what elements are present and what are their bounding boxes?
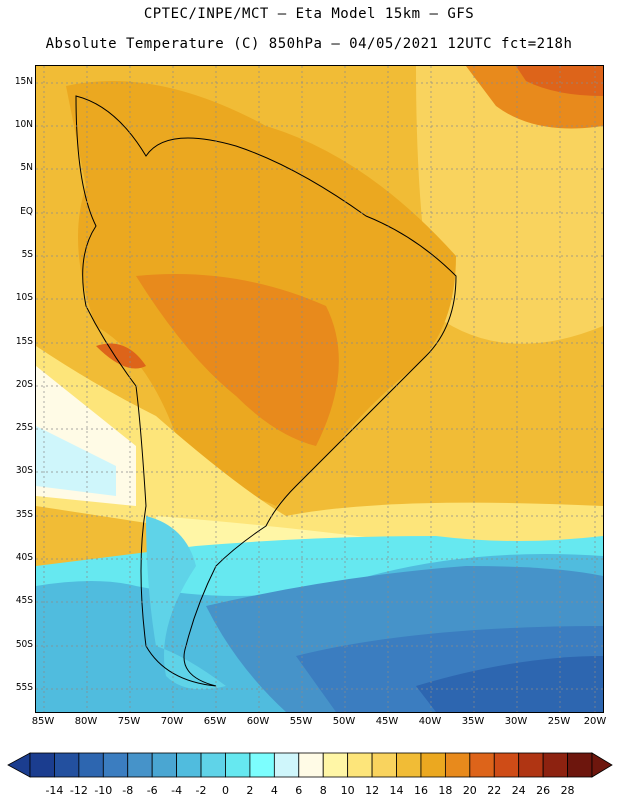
lon-label: 60W [246,716,270,727]
colorbar-label: 20 [462,784,477,797]
colorbar-cell [444,752,471,778]
lat-label: 45S [15,595,33,606]
colorbar-cell [200,752,226,778]
lat-label: 55S [15,682,33,693]
lon-label: 40W [418,716,442,727]
color-scale-bar [7,752,613,778]
colorbar-label: 10 [340,784,355,797]
colorbar-cell [102,752,129,778]
colorbar-label: 16 [413,784,428,797]
colorbar-label: 24 [511,784,526,797]
colorbar-cell [29,752,55,778]
colorbar-label: 6 [295,784,303,797]
colorbar-label: 4 [270,784,278,797]
colorbar-label: -14 [45,784,64,797]
colorbar-label: 14 [389,784,404,797]
colorbar-cell [78,752,104,778]
colorbar-label: -4 [171,784,183,797]
colorbar-cell [151,752,178,778]
lon-label: 55W [289,716,313,727]
colorbar-label: -6 [146,784,158,797]
lat-label: 15N [14,76,33,87]
lat-label: 5N [20,162,33,173]
colorbar-cell [518,752,544,778]
colorbar-label: 26 [536,784,551,797]
colorbar-label: 0 [221,784,229,797]
colorbar-cell [54,752,80,778]
colorbar-cell [225,752,251,778]
lon-label: 20W [583,716,607,727]
colorbar-cell [542,752,568,778]
colorbar-label: 2 [246,784,254,797]
temperature-map [35,65,604,713]
colorbar-cell [567,752,593,778]
lat-label: 35S [15,509,33,520]
colorbar-cell [298,752,324,778]
colorbar-cell [273,752,300,778]
lon-label: 75W [117,716,141,727]
colorbar-cell [127,752,153,778]
colorbar-cell [469,752,495,778]
map-title-line2: Absolute Temperature (C) 850hPa – 04/05/… [45,36,573,52]
lon-label: 80W [74,716,98,727]
colorbar-label: -10 [94,784,113,797]
colorbar-cell [396,752,422,778]
colorbar-label: 8 [319,784,327,797]
colorbar-label: -2 [195,784,207,797]
colorbar-arrow-low [7,752,31,778]
colorbar-cell [176,752,202,778]
lat-label: 40S [15,552,33,563]
lat-label: EQ [20,206,33,217]
map-title-line1: CPTEC/INPE/MCT – Eta Model 15km – GFS [143,6,475,22]
lon-label: 30W [504,716,528,727]
lon-label: 50W [332,716,356,727]
lat-label: 5S [21,249,33,260]
colorbar-label: -8 [122,784,134,797]
lat-label: 10S [15,292,33,303]
colorbar-arrow-high [591,752,613,778]
colorbar-cell [322,752,349,778]
colorbar-label: 18 [438,784,453,797]
colorbar-cell [493,752,520,778]
colorbar-cell [420,752,446,778]
colorbar-label: 12 [365,784,380,797]
lon-label: 65W [203,716,227,727]
lat-label: 25S [15,422,33,433]
lon-label: 45W [375,716,399,727]
lon-label: 25W [547,716,571,727]
lat-label: 30S [15,465,33,476]
colorbar-cell [347,752,373,778]
colorbar-label: 22 [487,784,502,797]
colorbar-label: -12 [69,784,88,797]
colorbar-cell [249,752,275,778]
lat-label: 15S [15,336,33,347]
lon-label: 85W [31,716,55,727]
colorbar-label: 28 [560,784,575,797]
lat-label: 50S [15,639,33,650]
lat-label: 20S [15,379,33,390]
colorbar-cell [371,752,397,778]
lon-label: 70W [160,716,184,727]
lat-label: 10N [14,119,33,130]
lon-label: 35W [461,716,485,727]
